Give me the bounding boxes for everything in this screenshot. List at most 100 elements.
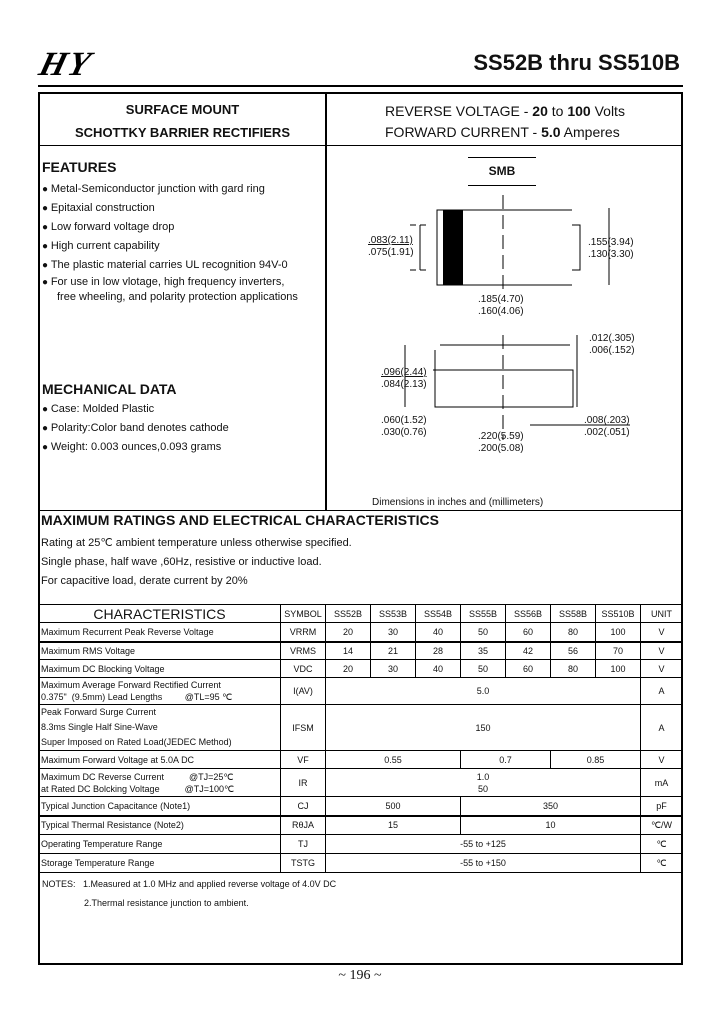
package-name: SMB <box>488 164 516 178</box>
dim: .030(0.76) <box>381 427 427 438</box>
dim: .096(2.44) <box>381 367 427 378</box>
cell: RθJA <box>280 815 326 835</box>
cell-line: Maximum Average Forward Rectified Curren… <box>41 680 221 690</box>
feature-item-continued: free wheeling, and polarity protection a… <box>57 291 298 303</box>
note-1: NOTES: 1.Measured at 1.0 MHz and applied… <box>42 879 337 889</box>
cell: A <box>640 677 683 705</box>
dim: .012(.305) <box>589 333 635 344</box>
dim-label: .008(.203) .002(.051) <box>584 415 630 439</box>
page-number: ~ 196 ~ <box>338 968 382 983</box>
cell: 100 <box>595 659 641 678</box>
product-type-line: SCHOTTKY BARRIER RECTIFIERS <box>75 125 290 140</box>
feature-item: For use in low vlotage, high frequency i… <box>42 275 298 290</box>
rule <box>468 185 536 186</box>
dim-label: .220(5.59) .200(5.08) <box>478 431 524 455</box>
rule <box>468 157 536 158</box>
mechanical-item: Polarity:Color band denotes cathode <box>42 419 229 438</box>
content-frame <box>38 92 683 965</box>
cell: 50 <box>460 659 506 678</box>
cell: 21 <box>370 641 416 660</box>
cell: V <box>640 659 683 678</box>
cell: 0.55 <box>325 750 461 769</box>
cell: TSTG <box>280 853 326 873</box>
mechanical-item: Weight: 0.003 ounces,0.093 grams <box>42 438 229 457</box>
table-row: Maximum DC Blocking Voltage VDC 20 30 40 50 60… <box>38 659 683 678</box>
dim: .155(3.94) <box>588 237 634 248</box>
cell: 40 <box>415 659 461 678</box>
features-list: Metal-Semiconductor junction with gard r… <box>42 180 298 305</box>
col-header: SS510B <box>595 604 641 623</box>
cell-line: 8.3ms Single Half Sine-Wave <box>41 722 158 732</box>
cell: 35 <box>460 641 506 660</box>
table-row: Maximum RMS Voltage VRMS 14 21 28 35 42 56 70 V <box>38 641 683 660</box>
cell: 30 <box>370 622 416 643</box>
table-row: Operating Temperature Range TJ -55 to +125… <box>38 834 683 854</box>
ratings-note: Single phase, half wave ,60Hz, resistive… <box>41 556 322 568</box>
divider <box>38 510 683 511</box>
cell-line: 50 <box>477 783 488 794</box>
cell: V <box>640 750 683 769</box>
cell: 50 <box>460 622 506 643</box>
cell: 60 <box>505 659 551 678</box>
cell: 0.85 <box>550 750 641 769</box>
dim: .084(2.13) <box>381 379 427 390</box>
feature-item: The plastic material carries UL recognit… <box>42 256 298 275</box>
dim: .200(5.08) <box>478 443 524 454</box>
dim-label: .012(.305) .006(.152) <box>589 333 635 357</box>
cell: -55 to +150 <box>325 853 641 873</box>
cell: Maximum DC Reverse Current @TJ=25℃ at Rat… <box>38 768 281 797</box>
cell: 80 <box>550 622 596 643</box>
dim: .220(5.59) <box>478 431 524 442</box>
ratings-note: For capacitive load, derate current by 2… <box>41 575 248 587</box>
product-type-line: SURFACE MOUNT <box>125 102 240 117</box>
cell: 20 <box>325 622 371 643</box>
product-type: SURFACE MOUNT SCHOTTKY BARRIER RECTIFIER… <box>40 98 325 144</box>
mechanical-list: Case: Molded Plastic Polarity:Color band… <box>42 400 229 457</box>
dim-label: .185(4.70) .160(4.06) <box>478 294 524 318</box>
col-header: SS55B <box>460 604 506 623</box>
rv-max: 100 <box>567 103 591 119</box>
cell: 70 <box>595 641 641 660</box>
cell: IFSM <box>280 704 326 751</box>
table-row: Typical Thermal Resistance (Note2) RθJA 15… <box>38 815 683 835</box>
cell: Maximum DC Blocking Voltage <box>38 659 281 678</box>
cell: 80 <box>550 659 596 678</box>
note-2: 2.Thermal resistance junction to ambient… <box>84 898 249 908</box>
table-row: Maximum DC Reverse Current @TJ=25℃ at Rat… <box>38 768 683 797</box>
col-header: UNIT <box>640 604 683 623</box>
rv-min: 20 <box>532 103 548 119</box>
dim: .002(.051) <box>584 427 630 438</box>
dim-label: .155(3.94) .130(3.30) <box>588 237 634 261</box>
cell: Maximum Forward Voltage at 5.0A DC <box>38 750 281 769</box>
table-row: Storage Temperature Range TSTG -55 to +150… <box>38 853 683 873</box>
dim: .075(1.91) <box>368 247 414 258</box>
table-row: Maximum Average Forward Rectified Curren… <box>38 677 683 705</box>
cell: 15 <box>325 815 461 835</box>
cathode-band <box>443 210 463 285</box>
col-header: SS54B <box>415 604 461 623</box>
cell: TJ <box>280 834 326 854</box>
table-row: Typical Junction Capacitance (Note1) CJ 50… <box>38 796 683 817</box>
cell: 500 <box>325 796 461 817</box>
rv-to: to <box>551 103 564 119</box>
cell-line: Peak Forward Surge Current <box>41 707 157 717</box>
cell: ℃ <box>640 834 683 854</box>
mechanical-heading: MECHANICAL DATA <box>42 381 177 397</box>
col-header: SS58B <box>550 604 596 623</box>
cell: Storage Temperature Range <box>38 853 281 873</box>
cell: Typical Junction Capacitance (Note1) <box>38 796 281 817</box>
mechanical-item: Case: Molded Plastic <box>42 400 229 419</box>
cell: VF <box>280 750 326 769</box>
feature-item: High current capability <box>42 237 298 256</box>
cell: CJ <box>280 796 326 817</box>
cell: 40 <box>415 622 461 643</box>
cell-line: Maximum DC Reverse Current @TJ=25℃ <box>41 771 234 782</box>
diagram-caption: Dimensions in inches and (millimeters) <box>372 497 544 508</box>
cell: Maximum Average Forward Rectified Curren… <box>38 677 281 705</box>
divider <box>325 92 327 510</box>
divider <box>38 145 683 146</box>
dim: .008(.203) <box>584 415 630 426</box>
cell: 0.7 <box>460 750 551 769</box>
dim: .185(4.70) <box>478 294 524 305</box>
